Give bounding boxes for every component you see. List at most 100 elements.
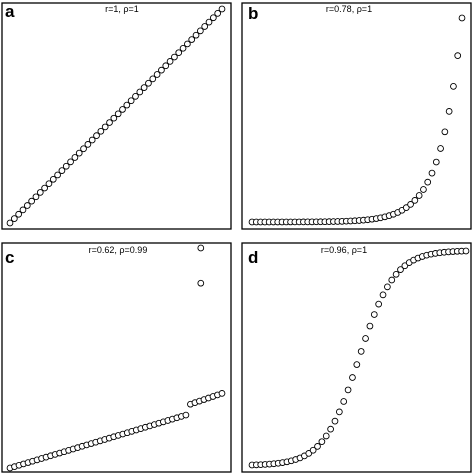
- panel-d-point: [375, 300, 383, 308]
- panel-d-point: [327, 425, 334, 433]
- panel-a-point: [10, 215, 18, 222]
- panel-b-point: [437, 145, 444, 152]
- panel-a-point: [6, 219, 14, 227]
- panel-a-point: [188, 36, 196, 43]
- panel-d-point: [357, 348, 365, 355]
- panel-a-point: [58, 167, 66, 174]
- panel-d-frame: [241, 242, 472, 473]
- panel-a-point: [149, 75, 157, 83]
- panel-a-point: [88, 136, 96, 144]
- panel-a-point: [166, 58, 174, 65]
- panel-a-point: [28, 197, 35, 205]
- panel-a-point: [132, 92, 139, 100]
- panel-a-point: [101, 123, 109, 131]
- panel-d-point: [314, 443, 321, 450]
- panel-a-point: [153, 71, 161, 78]
- panel-d-point: [462, 247, 470, 255]
- panel-a-point: [171, 53, 178, 61]
- panel-b-frame: [241, 2, 472, 230]
- panel-a-point: [49, 175, 57, 183]
- panel-d-point: [392, 270, 400, 278]
- panel-a-frame: [1, 2, 232, 230]
- panel-c-point: [182, 411, 190, 419]
- panel-d-points: [248, 247, 470, 469]
- panel-a-point: [184, 40, 191, 48]
- panel-d-point: [353, 361, 361, 368]
- panel-d-point: [331, 417, 339, 425]
- panel-a-point: [114, 110, 122, 118]
- panel-b-point: [402, 204, 410, 211]
- panel-c-annotation: r=0.62, ρ=0.99: [89, 245, 148, 255]
- panel-b-points: [248, 14, 466, 226]
- panel-b-point: [411, 197, 419, 204]
- panel-a-points: [6, 5, 226, 227]
- panel-a-point: [75, 149, 83, 157]
- panel-a-point: [106, 119, 113, 126]
- panel-a-point: [201, 23, 209, 30]
- panel-d-point: [397, 266, 404, 273]
- panel-a-point: [84, 141, 92, 148]
- panel-a-point: [93, 132, 100, 140]
- panel-a-point: [97, 127, 105, 135]
- panel-c-point: [218, 390, 226, 397]
- panel-b-letter: b: [248, 4, 258, 23]
- panel-c-frame: [1, 242, 232, 473]
- panel-d-point: [401, 262, 409, 270]
- panel-a: a r=1, ρ=1: [1, 2, 232, 230]
- panel-a-point: [36, 189, 44, 196]
- panel-a-point: [54, 171, 61, 179]
- panel-b-point: [424, 178, 432, 186]
- panel-a-annotation: r=1, ρ=1: [105, 4, 139, 14]
- panel-a-point: [162, 62, 170, 70]
- panel-a-point: [32, 193, 40, 201]
- panel-a-point: [123, 101, 131, 109]
- panel-d-point: [366, 322, 374, 330]
- panel-a-point: [23, 202, 31, 209]
- panel-b-point: [432, 158, 440, 166]
- panel-a-point: [218, 5, 226, 13]
- panel-b-annotation: r=0.78, ρ=1: [326, 4, 372, 14]
- panel-d-point: [309, 446, 317, 454]
- panel-b-point: [420, 186, 427, 193]
- panel-d-point: [318, 438, 326, 446]
- panel-a-point: [127, 97, 135, 105]
- panel-d-point: [384, 283, 391, 291]
- panel-a-point: [205, 18, 213, 26]
- panel-c: c r=0.62, ρ=0.99: [1, 242, 232, 473]
- panel-a-point: [175, 49, 183, 57]
- panel-a-point: [179, 44, 187, 52]
- panel-a-point: [214, 10, 222, 17]
- panel-d-annotation: r=0.96, ρ=1: [321, 245, 367, 255]
- panel-a-point: [145, 79, 152, 87]
- panel-b-point: [450, 83, 457, 90]
- panel-a-point: [67, 158, 74, 166]
- panel-a-point: [45, 180, 53, 188]
- panel-d-point: [344, 386, 352, 394]
- panel-a-point: [15, 210, 23, 218]
- panel-a-point: [110, 114, 118, 122]
- panel-a-point: [71, 154, 79, 161]
- panel-d: d r=0.96, ρ=1: [241, 242, 472, 473]
- panel-a-letter: a: [5, 2, 15, 21]
- panel-b-point: [454, 52, 462, 60]
- panel-b: b r=0.78, ρ=1: [241, 2, 472, 230]
- panel-d-point: [305, 450, 313, 457]
- panel-a-point: [140, 84, 148, 91]
- panel-a-point: [41, 184, 48, 192]
- panel-d-point: [340, 398, 348, 405]
- panel-a-point: [197, 27, 204, 35]
- panel-d-point: [370, 311, 378, 318]
- panel-b-point: [441, 128, 449, 136]
- panel-d-point: [379, 291, 387, 299]
- panel-c-point: [197, 279, 205, 287]
- panel-a-point: [19, 206, 27, 214]
- panel-c-points: [6, 244, 226, 472]
- panel-d-point: [336, 408, 343, 416]
- panel-b-point: [428, 169, 436, 177]
- panel-d-point: [322, 432, 330, 440]
- panel-b-point: [415, 192, 423, 199]
- panel-a-point: [192, 31, 200, 39]
- panel-d-point: [362, 335, 369, 342]
- panel-a-point: [136, 88, 144, 96]
